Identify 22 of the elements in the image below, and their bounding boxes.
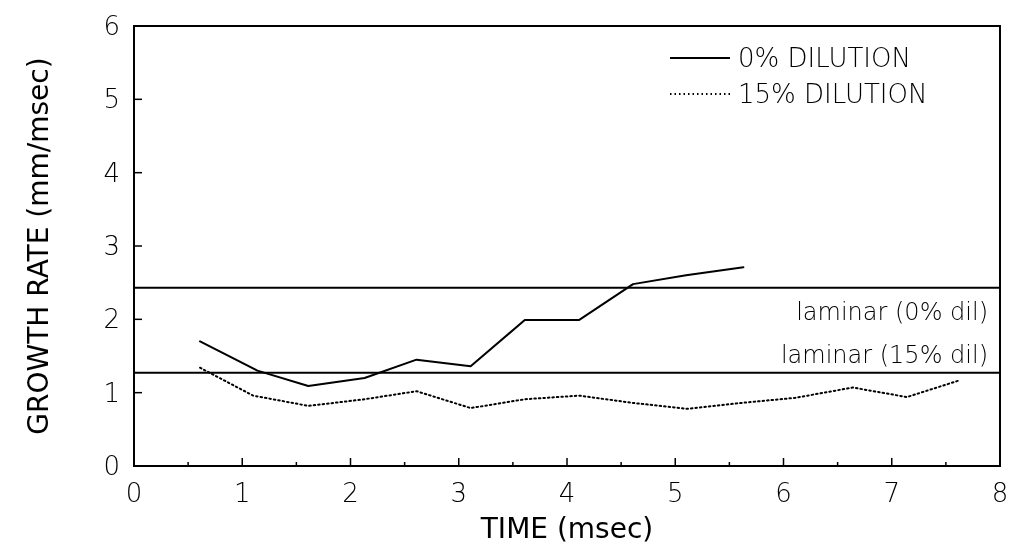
y-tick-label: 4 bbox=[103, 157, 120, 188]
y-tick-label: 5 bbox=[103, 84, 120, 115]
y-tick-label: 6 bbox=[103, 11, 120, 41]
y-tick-label: 3 bbox=[103, 231, 120, 261]
x-tick-label: 3 bbox=[450, 478, 468, 508]
ref-line-label: laminar (0% dil) bbox=[796, 297, 988, 326]
y-tick-label: 2 bbox=[103, 304, 120, 335]
y-tick-label: 1 bbox=[103, 377, 120, 408]
legend-label: 0% DILUTION bbox=[738, 43, 911, 73]
x-axis-title: TIME (msec) bbox=[479, 512, 654, 545]
legend-label: 15% DILUTION bbox=[738, 79, 928, 109]
x-tick-label: 8 bbox=[991, 478, 1009, 508]
x-tick-label: 5 bbox=[666, 478, 684, 508]
ref-line-label: laminar (15% dil) bbox=[780, 340, 988, 369]
x-tick-label: 7 bbox=[883, 478, 901, 508]
y-tick-label: 0 bbox=[103, 451, 120, 481]
x-tick-label: 6 bbox=[775, 478, 792, 508]
x-tick-label: 4 bbox=[558, 478, 576, 508]
x-tick-label: 2 bbox=[342, 478, 359, 508]
y-axis-title: GROWTH RATE (mm/msec) bbox=[22, 57, 55, 435]
x-tick-label: 1 bbox=[233, 478, 251, 508]
x-tick-label: 0 bbox=[125, 478, 143, 508]
